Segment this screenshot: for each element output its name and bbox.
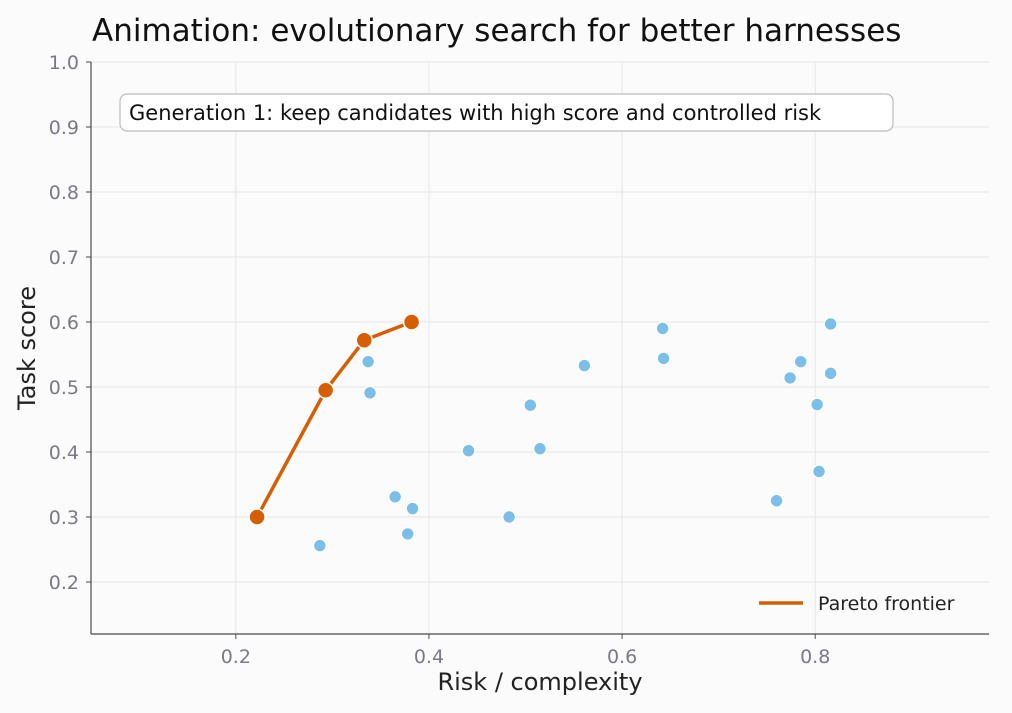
y-tick-label: 0.7 [49,247,79,269]
y-tick-label: 0.4 [49,442,79,464]
plot-area [91,62,989,634]
candidate-point [523,398,538,413]
candidate-point [656,351,671,366]
candidate-point [312,538,327,553]
y-tick-label: 0.2 [49,572,79,594]
candidate-point [400,527,415,541]
y-tick-label: 1.0 [49,52,79,74]
y-tick-label: 0.3 [49,507,79,529]
x-axis-label: Risk / complexity [437,668,642,696]
legend-label-pareto: Pareto frontier [818,593,955,615]
candidate-point [810,397,825,412]
pareto-frontier-line [255,320,413,518]
candidate-point [769,493,784,508]
x-tick-label: 0.8 [800,646,830,668]
pareto-frontier-series [248,313,421,526]
annotation-text: Generation 1: keep candidates with high … [129,101,822,125]
x-tick-label: 0.4 [414,646,444,668]
candidate-point [461,443,476,458]
pareto-point [248,508,266,526]
candidate-point [363,385,377,400]
y-tick-label: 0.6 [49,312,79,334]
pareto-point [402,313,421,331]
candidate-points [312,317,838,553]
pareto-point [316,381,335,399]
candidate-point [405,501,420,516]
y-ticks: 0.2 0.3 0.4 0.5 0.6 0.7 0.8 0.9 1.0 [49,52,91,594]
legend: Pareto frontier [759,593,955,615]
chart-title: Animation: evolutionary search for bette… [92,13,901,49]
y-axis-label: Task score [13,286,41,411]
candidate-point [823,317,838,331]
x-ticks: 0.2 0.4 0.6 0.8 [221,634,830,668]
candidate-point [502,510,517,524]
y-tick-label: 0.8 [49,182,79,204]
candidate-point [655,321,670,336]
x-tick-label: 0.6 [607,646,637,668]
y-tick-label: 0.5 [49,377,79,399]
candidate-point [823,366,838,381]
annotation-box: Generation 1: keep candidates with high … [119,93,894,132]
candidate-point [533,441,547,456]
pareto-point [355,331,374,349]
candidate-point [388,489,403,504]
y-tick-label: 0.9 [49,117,79,139]
candidate-point [812,464,826,479]
annotation-frame [119,93,894,132]
candidate-point [783,371,797,385]
candidate-point [577,358,592,373]
candidate-point [793,354,808,369]
x-tick-label: 0.2 [221,646,251,668]
candidate-point [361,354,376,369]
